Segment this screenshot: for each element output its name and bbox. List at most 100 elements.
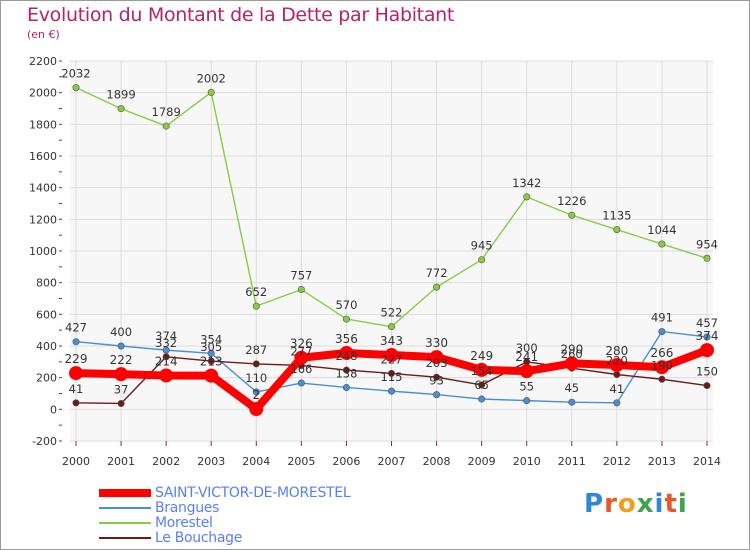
- data-label-saint-victor-de-morestel: 356: [335, 332, 358, 346]
- x-tick-label: 2006: [332, 455, 360, 468]
- data-label-le-bouchage: 305: [200, 340, 222, 354]
- data-label-le-bouchage: 150: [696, 365, 718, 379]
- proxiti-logo: Proxiti: [584, 489, 688, 519]
- data-label-le-bouchage: 37: [114, 382, 129, 396]
- x-tick-label: 2013: [648, 455, 676, 468]
- x-tick-label: 2005: [287, 455, 315, 468]
- data-point-morestel: [387, 323, 395, 331]
- data-label-brangues: 65: [474, 378, 489, 392]
- data-point-morestel: [613, 226, 621, 234]
- y-tick-label: 1400: [29, 182, 57, 195]
- data-point-morestel: [568, 211, 576, 219]
- x-tick-label: 2002: [152, 455, 180, 468]
- data-label-le-bouchage: 300: [516, 341, 538, 355]
- data-label-saint-victor-de-morestel: 343: [380, 334, 403, 348]
- data-label-saint-victor-de-morestel: 280: [605, 344, 628, 358]
- logo-letter: t: [664, 489, 678, 519]
- y-tick-label: 400: [36, 340, 57, 353]
- y-tick-label: 800: [36, 277, 57, 290]
- data-point-le-bouchage: [387, 369, 395, 377]
- data-label-saint-victor-de-morestel: 229: [65, 352, 88, 366]
- data-label-brangues: 427: [65, 321, 87, 335]
- x-tick-label: 2003: [197, 455, 225, 468]
- data-label-brangues: 110: [245, 371, 267, 385]
- data-label-le-bouchage: 277: [290, 344, 312, 358]
- x-tick-label: 2011: [558, 455, 586, 468]
- data-label-morestel: 1044: [647, 223, 676, 237]
- unit-label: (en €): [27, 28, 60, 41]
- logo-letter: i: [654, 489, 665, 519]
- data-label-saint-victor-de-morestel: 222: [110, 353, 133, 367]
- data-label-brangues: 354: [200, 332, 222, 346]
- x-tick-label: 2014: [693, 455, 721, 468]
- data-point-le-bouchage: [658, 375, 666, 383]
- chart-title: Evolution du Montant de la Dette par Hab…: [27, 4, 455, 26]
- y-tick-label: 2200: [29, 55, 57, 68]
- data-point-le-bouchage: [252, 360, 260, 368]
- data-label-morestel: 2002: [197, 71, 226, 85]
- legend-label: Le Bouchage: [155, 529, 243, 546]
- data-label-morestel: 954: [696, 237, 718, 251]
- data-point-saint-victor-de-morestel: [339, 345, 354, 360]
- data-point-saint-victor-de-morestel: [69, 366, 83, 381]
- data-label-le-bouchage: 154: [471, 364, 493, 378]
- data-point-le-bouchage: [72, 399, 80, 407]
- data-label-morestel: 1226: [557, 194, 586, 208]
- data-point-morestel: [433, 283, 441, 291]
- data-label-saint-victor-de-morestel: 374: [696, 329, 719, 343]
- data-label-le-bouchage: 227: [381, 352, 403, 366]
- legend-item-le-bouchage: Le Bouchage: [99, 529, 350, 546]
- data-point-saint-victor-de-morestel: [519, 364, 534, 379]
- data-point-le-bouchage: [703, 382, 711, 390]
- x-tick-label: 2008: [423, 455, 451, 468]
- x-tick-label: 2009: [468, 455, 496, 468]
- legend-swatch: [99, 521, 151, 524]
- data-label-morestel: 1342: [512, 176, 541, 190]
- data-point-le-bouchage: [433, 373, 441, 381]
- logo-letter: P: [584, 489, 605, 519]
- legend-swatch: [99, 488, 151, 497]
- legend-swatch: [99, 536, 151, 539]
- logo-letter: o: [617, 489, 637, 519]
- data-label-brangues: 400: [110, 325, 132, 339]
- x-tick-label: 2001: [107, 455, 135, 468]
- data-label-le-bouchage: 332: [155, 336, 177, 350]
- data-point-brangues: [523, 397, 531, 405]
- data-label-saint-victor-de-morestel: 2: [252, 388, 260, 402]
- data-point-saint-victor-de-morestel: [474, 362, 489, 377]
- data-label-morestel: 1789: [152, 105, 181, 119]
- data-label-morestel: 945: [471, 239, 493, 253]
- data-label-morestel: 757: [290, 268, 312, 282]
- data-point-morestel: [162, 122, 170, 130]
- data-point-saint-victor-de-morestel: [159, 368, 174, 383]
- data-label-brangues: 457: [696, 316, 718, 330]
- data-point-morestel: [252, 302, 260, 310]
- data-point-le-bouchage: [342, 366, 350, 374]
- data-point-saint-victor-de-morestel: [654, 360, 669, 375]
- data-point-brangues: [613, 399, 621, 407]
- legend-label: Morestel: [155, 514, 213, 531]
- data-point-morestel: [72, 84, 80, 92]
- data-point-le-bouchage: [478, 381, 486, 389]
- data-label-brangues: 374: [155, 329, 177, 343]
- data-label-le-bouchage: 41: [69, 382, 84, 396]
- data-label-saint-victor-de-morestel: 266: [650, 346, 673, 360]
- y-tick-label: 1200: [29, 213, 57, 226]
- legend-label: SAINT-VICTOR-DE-MORESTEL: [155, 484, 351, 501]
- legend-item-morestel: Morestel: [99, 514, 350, 531]
- data-point-brangues: [252, 388, 260, 396]
- data-point-morestel: [207, 88, 215, 96]
- data-label-brangues: 115: [381, 370, 403, 384]
- data-point-brangues: [703, 333, 711, 341]
- data-label-saint-victor-de-morestel: 213: [200, 355, 223, 369]
- data-point-saint-victor-de-morestel: [700, 343, 714, 358]
- x-tick-label: 2012: [603, 455, 631, 468]
- data-label-brangues: 41: [610, 382, 625, 396]
- data-label-le-bouchage: 190: [651, 358, 673, 372]
- logo-letter: r: [604, 489, 618, 519]
- x-tick-label: 2000: [62, 455, 90, 468]
- logo-letter: x: [636, 489, 655, 519]
- data-point-saint-victor-de-morestel: [249, 402, 264, 417]
- data-point-morestel: [703, 254, 711, 262]
